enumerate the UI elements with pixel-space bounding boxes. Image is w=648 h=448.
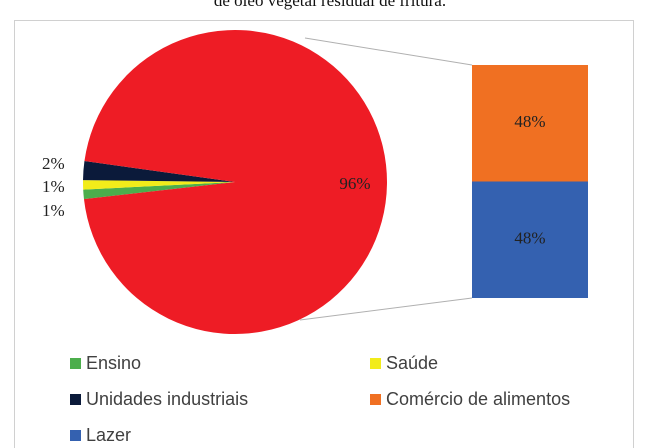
legend-swatch: [370, 394, 381, 405]
bar-segment: [472, 65, 588, 182]
legend-label: Lazer: [86, 425, 131, 445]
legend-label: Unidades industriais: [86, 389, 248, 409]
legend-swatch: [370, 358, 381, 369]
legend-swatch: [70, 358, 81, 369]
data-label: 1%: [42, 177, 65, 196]
pie-slice: [83, 180, 236, 190]
legend-label: Ensino: [86, 353, 141, 373]
data-label: 1%: [42, 201, 65, 220]
data-label: 2%: [42, 154, 65, 173]
legend-swatch: [70, 430, 81, 441]
data-label: 48%: [514, 112, 545, 131]
connector: [304, 37, 473, 66]
pie-slice: [83, 161, 236, 182]
pie-slice: [83, 29, 388, 334]
legend-swatch: [70, 394, 81, 405]
legend-label: Saúde: [386, 353, 438, 373]
pie-slice: [83, 182, 235, 200]
chart-title: de óleo vegetal residual de fritura.: [214, 0, 446, 10]
bar-segment: [472, 181, 588, 298]
chart-frame: [14, 20, 634, 448]
connector: [299, 297, 473, 321]
data-label: 48%: [514, 229, 545, 248]
data-label: 96%: [339, 174, 370, 193]
legend-label: Comércio de alimentos: [386, 389, 570, 409]
